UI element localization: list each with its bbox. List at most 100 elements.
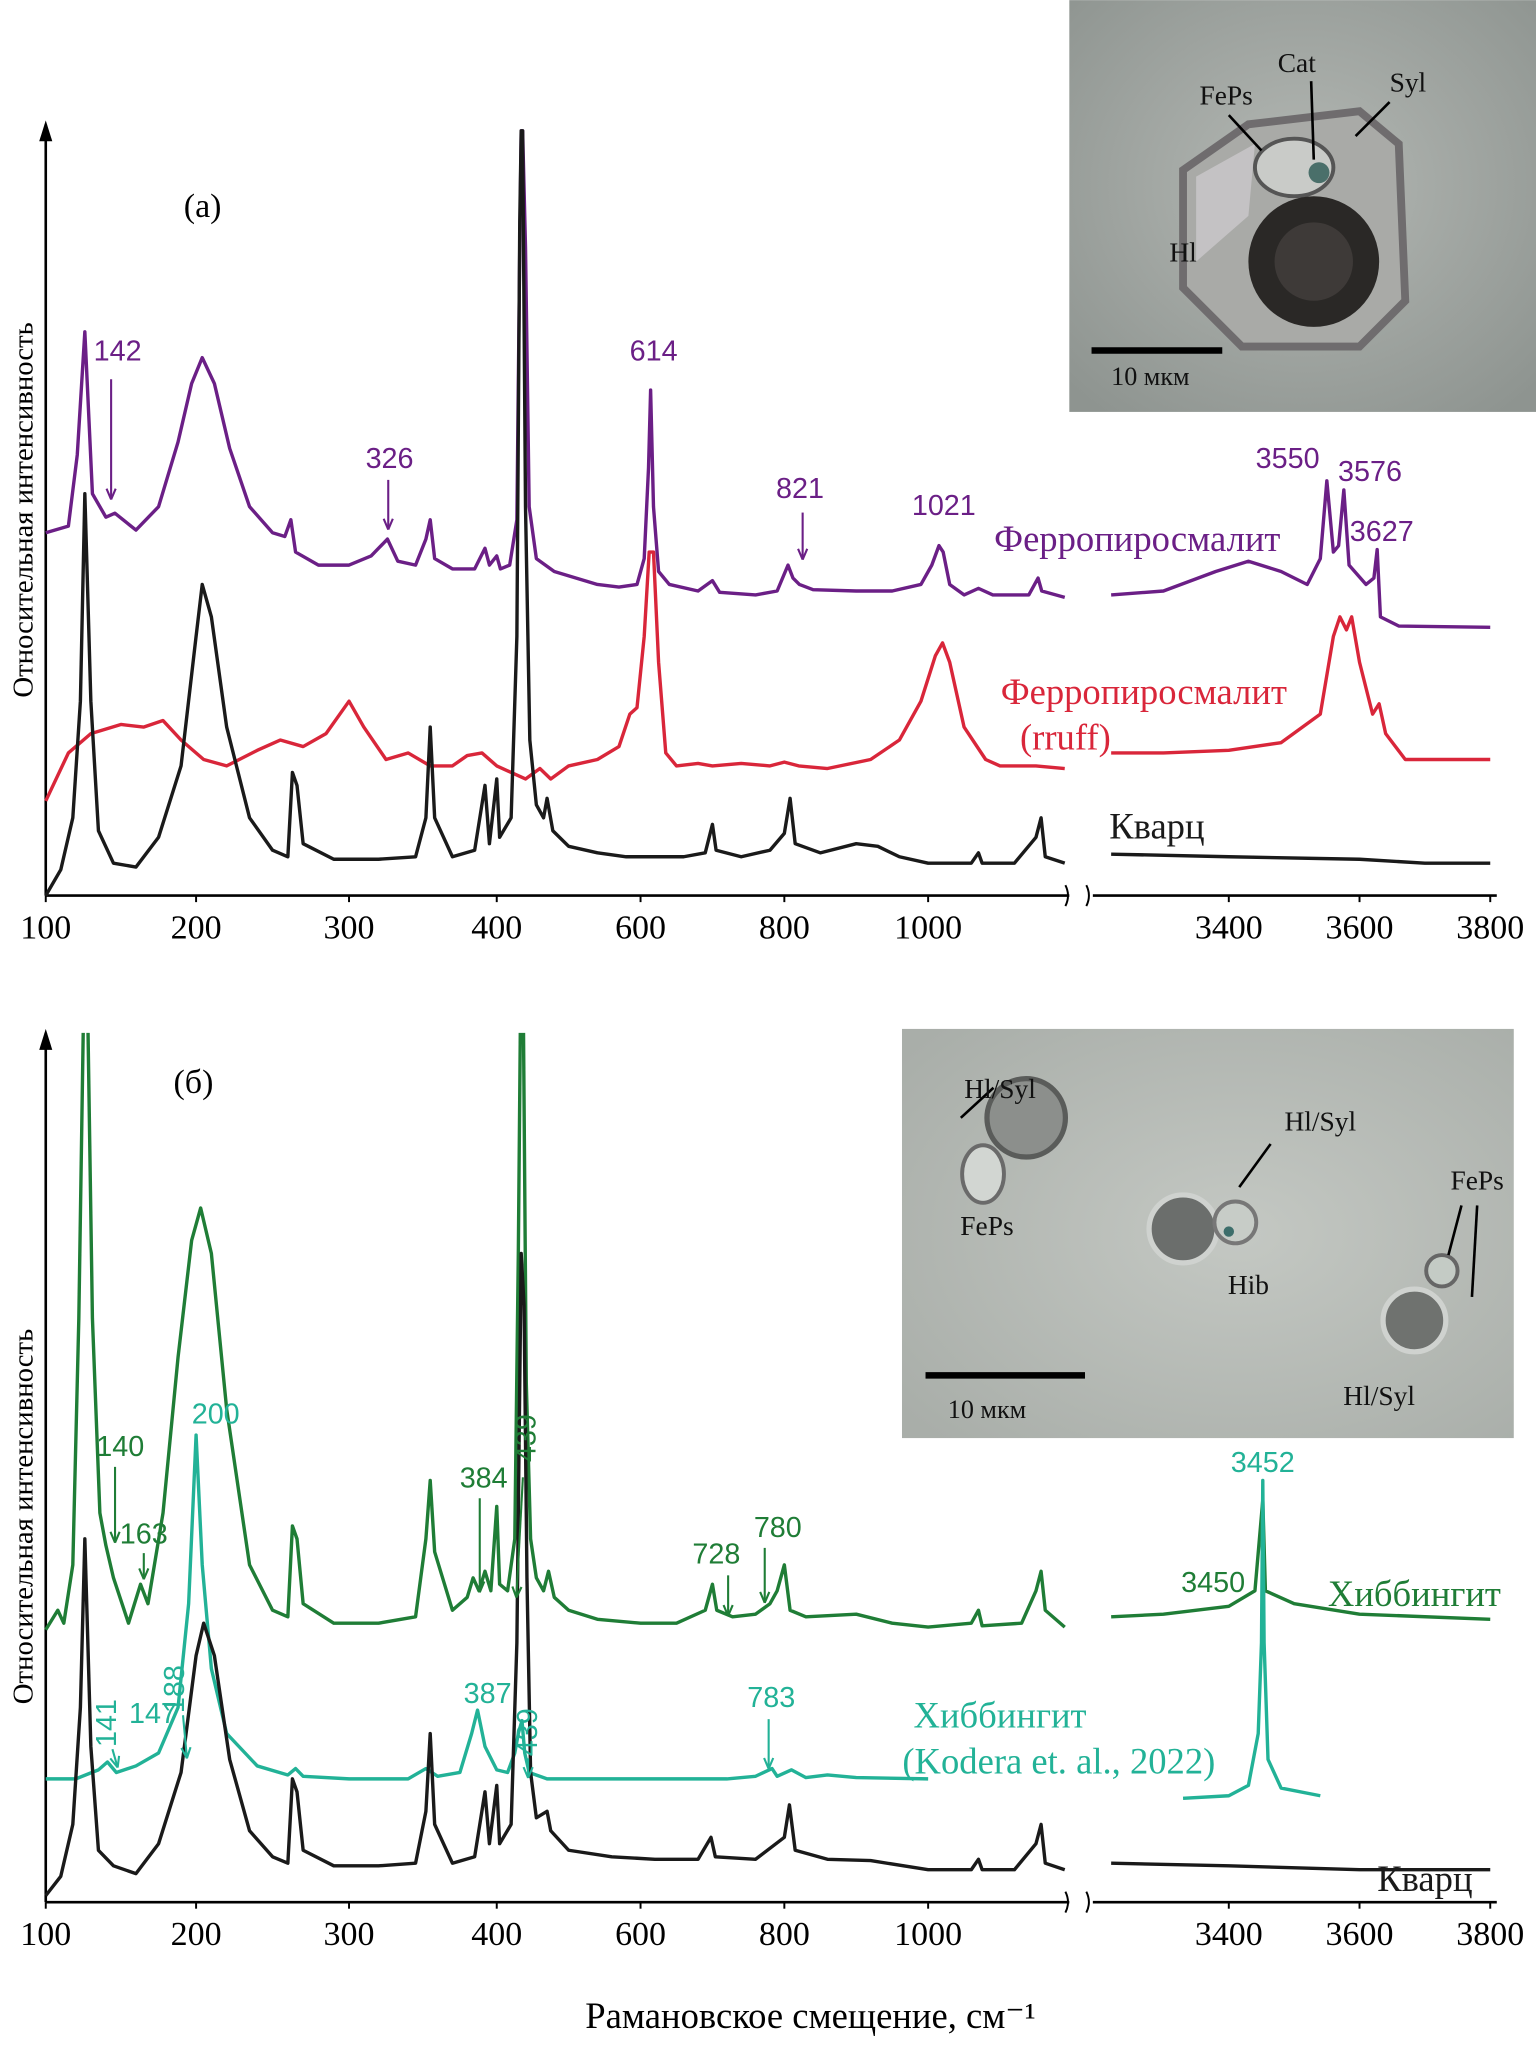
series-group <box>44 129 1491 897</box>
peak-label: 3452 <box>1231 1447 1295 1479</box>
peak-label: 614 <box>630 336 678 368</box>
peak-label: 387 <box>464 1678 512 1710</box>
plots: 10020030040060080010003200340036003800(а… <box>8 48 1524 2036</box>
y-axis-arrow <box>39 120 53 142</box>
x-tick-label: 3600 <box>1326 1916 1394 1953</box>
peak-arrow-head <box>797 548 809 561</box>
panel: 10020030040060080010003200340036003800(а… <box>8 48 1524 947</box>
series-label: Хиббингит <box>914 1695 1087 1736</box>
series-group <box>44 1032 1491 1897</box>
axis-break <box>1064 884 1090 907</box>
peak-label: 780 <box>754 1512 802 1544</box>
peak-arrow <box>181 1715 188 1759</box>
peak-arrow-head <box>474 1581 486 1593</box>
peak-arrow-head <box>109 1755 121 1769</box>
spectrum-line <box>44 1251 1491 1897</box>
scale-bar-label: 10 мкм <box>948 1395 1026 1424</box>
series-source: (rruff) <box>1020 717 1111 758</box>
x-tick-label: 3800 <box>1456 1916 1524 1953</box>
y-axis-label: Относительная интенсивность <box>8 322 40 697</box>
peak-label: 1021 <box>912 490 976 522</box>
peak-arrow-head <box>105 488 117 500</box>
x-axis-label: Рамановское смещение, см⁻¹ <box>585 1995 1035 2036</box>
panel: 10020030040060080010003200340036003800(б… <box>8 1028 1524 2036</box>
series-label: Кварц <box>1377 1858 1472 1899</box>
peak-arrow <box>515 1477 524 1598</box>
inset-label: Cat <box>1278 48 1316 78</box>
panel-label: (б) <box>174 1064 214 1101</box>
peak-label: 140 <box>96 1431 144 1463</box>
x-tick-label: 400 <box>471 910 522 947</box>
x-tick-label: 1000 <box>894 910 962 947</box>
peak-label: 3450 <box>1181 1567 1245 1599</box>
inset-label: Syl <box>1390 67 1427 97</box>
inset-label: Hl <box>1169 237 1197 267</box>
peak-label: 3550 <box>1256 443 1320 475</box>
inset-label: Hl/Syl <box>1284 1107 1356 1137</box>
peak-arrow-head <box>109 1531 121 1544</box>
x-tick-label: 600 <box>615 910 666 947</box>
x-tick-label: 300 <box>324 1916 375 1953</box>
peak-arrow-head <box>180 1746 192 1759</box>
peak-label: 326 <box>366 443 414 475</box>
inset-label: Hib <box>1228 1270 1269 1300</box>
peak-label: 163 <box>120 1519 168 1551</box>
peak-label: 142 <box>94 336 142 368</box>
x-tick-label: 800 <box>759 910 810 947</box>
x-tick-label: 3600 <box>1326 910 1394 947</box>
axis-break <box>1064 1891 1090 1914</box>
x-tick-label: 3800 <box>1456 910 1524 947</box>
x-tick-label: 200 <box>171 1916 222 1953</box>
peak-label: 3576 <box>1338 456 1402 488</box>
peak-label: 147 <box>129 1698 177 1730</box>
spectrum-line <box>44 550 1491 802</box>
x-tick-label: 3400 <box>1195 1916 1263 1953</box>
inset-photo <box>901 1028 1514 1439</box>
peak-arrow-head <box>763 1757 775 1770</box>
peak-arrow-head <box>138 1568 150 1580</box>
x-tick-label: 300 <box>324 910 375 947</box>
x-tick-label: 800 <box>759 1916 810 1953</box>
peak-label: 783 <box>747 1682 795 1714</box>
inset-label: FePs <box>1199 80 1252 110</box>
peak-label: 141 <box>91 1699 123 1747</box>
peak-label: 3627 <box>1350 516 1414 548</box>
x-tick-label: 600 <box>615 1916 666 1953</box>
series-label: Ферропиросмалит <box>1001 671 1287 712</box>
inset-label: Hl/Syl <box>1343 1381 1415 1411</box>
y-axis-arrow <box>39 1028 53 1050</box>
inset-label: FePs <box>960 1211 1013 1241</box>
peak-arrow-head <box>382 518 394 530</box>
peak-label: 439 <box>512 1708 544 1756</box>
peak-label: 200 <box>192 1398 240 1430</box>
peak-label: 384 <box>460 1463 508 1495</box>
panel-label: (а) <box>184 188 222 225</box>
spectrum-line <box>44 129 1491 897</box>
peak-arrow <box>111 1748 119 1768</box>
series-label: Кварц <box>1109 806 1204 847</box>
peak-arrow-head <box>511 1586 523 1599</box>
x-tick-label: 100 <box>20 910 71 947</box>
peak-label: 728 <box>692 1538 740 1570</box>
series-label: Ферропиросмалит <box>994 518 1280 559</box>
x-tick-label: 3400 <box>1195 910 1263 947</box>
inset-photo <box>1069 0 1536 412</box>
inset-label: FePs <box>1450 1165 1503 1195</box>
peak-arrow-head <box>722 1604 734 1617</box>
series-label: Хиббингит <box>1328 1573 1501 1614</box>
peak-label: 821 <box>776 473 824 505</box>
peak-arrow-head <box>759 1591 771 1604</box>
series-source: (Kodera et. al., 2022) <box>902 1740 1215 1781</box>
x-tick-label: 1000 <box>894 1916 962 1953</box>
peak-arrow-head <box>522 1766 534 1779</box>
x-tick-label: 200 <box>171 910 222 947</box>
x-tick-label: 400 <box>471 1916 522 1953</box>
scale-bar-label: 10 мкм <box>1111 362 1189 391</box>
spectrum-line <box>45 1433 1321 1801</box>
inset-label: Hl/Syl <box>964 1074 1036 1104</box>
peak-label: 188 <box>159 1665 191 1713</box>
peak-label: 439 <box>511 1414 543 1462</box>
x-tick-label: 100 <box>20 1916 71 1953</box>
